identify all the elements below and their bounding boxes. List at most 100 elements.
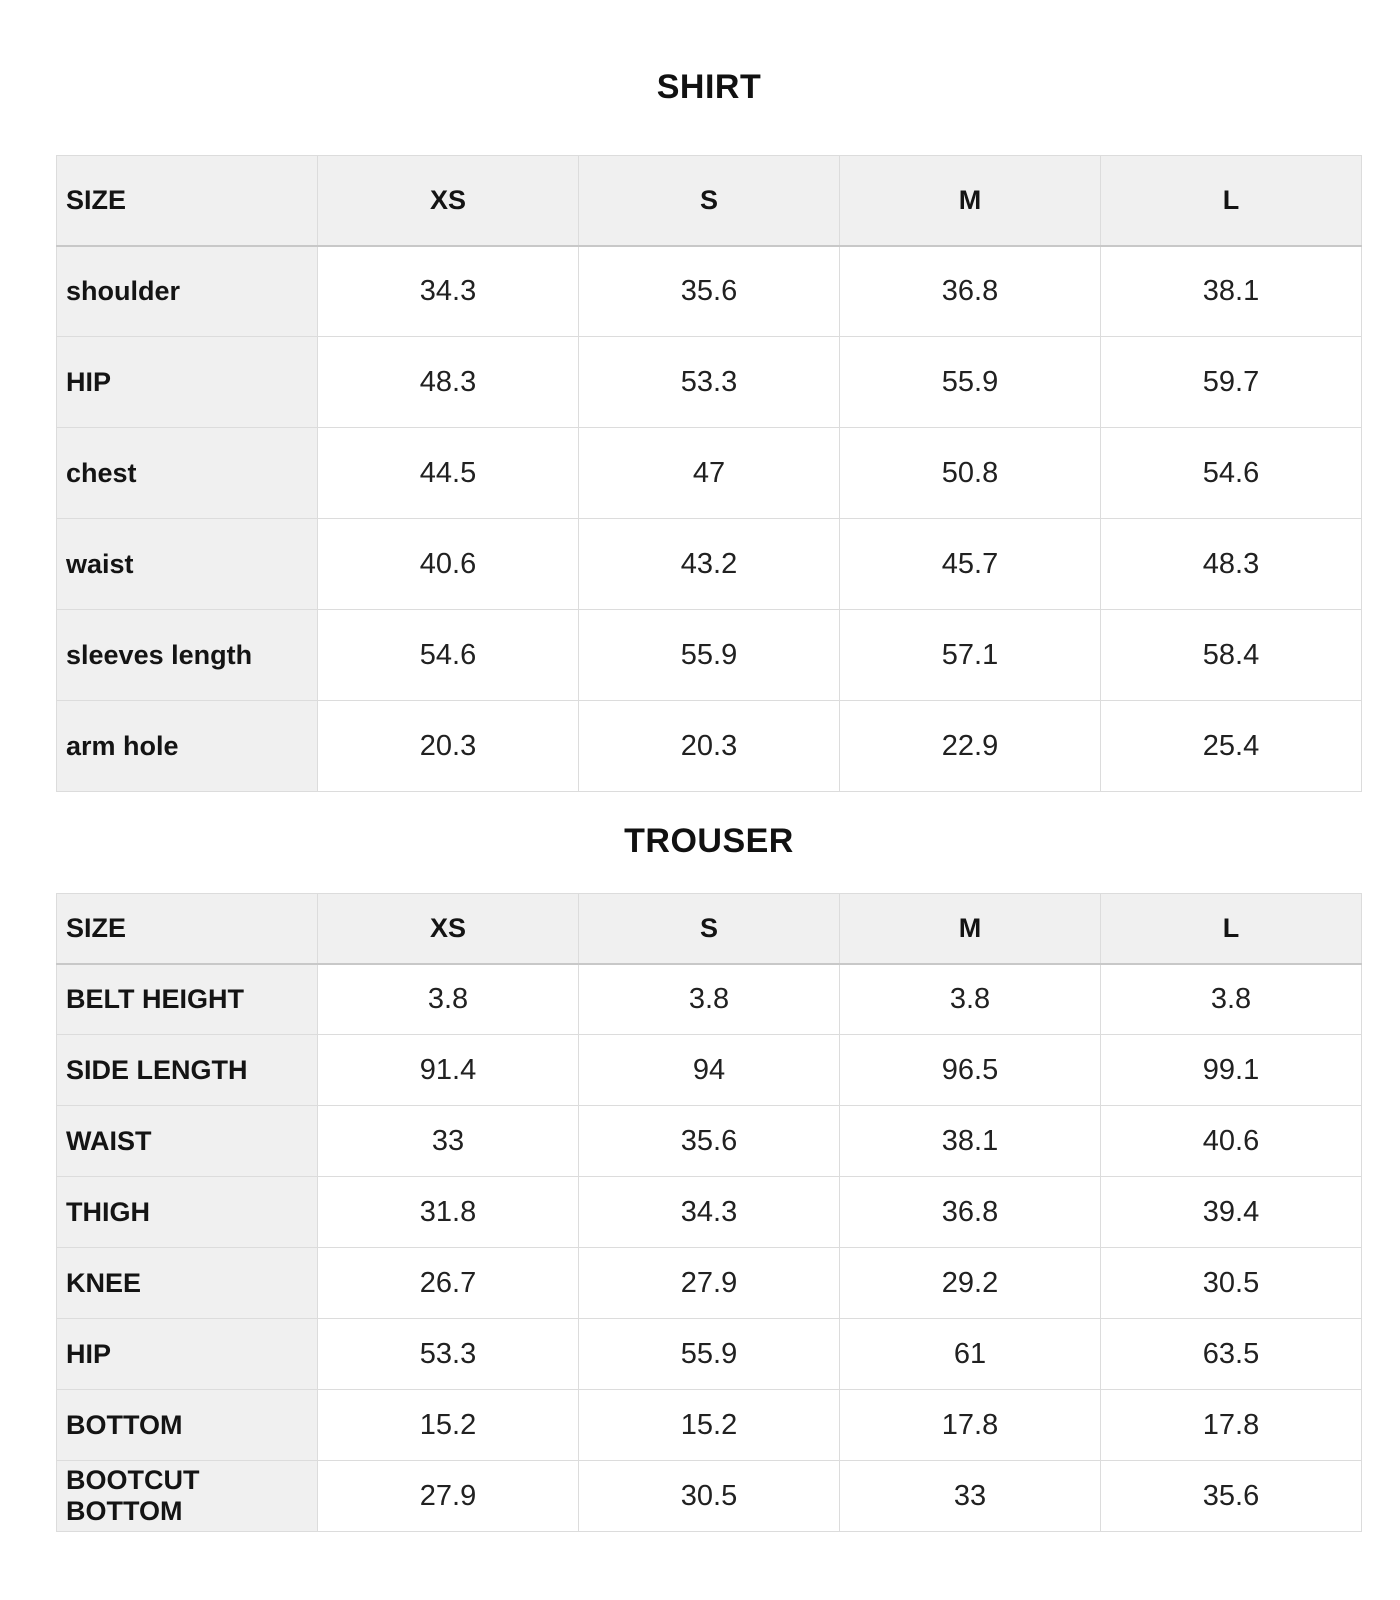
value-cell: 25.4 <box>1100 700 1362 792</box>
value-cell: 54.6 <box>1100 427 1362 519</box>
table-row: BELT HEIGHT 3.8 3.8 3.8 3.8 <box>56 963 1362 1035</box>
value-cell: 30.5 <box>1100 1247 1362 1319</box>
table-row: arm hole 20.3 20.3 22.9 25.4 <box>56 700 1362 792</box>
row-label-arm-hole: arm hole <box>56 700 318 792</box>
table-row: BOTTOM 15.2 15.2 17.8 17.8 <box>56 1389 1362 1461</box>
value-cell: 58.4 <box>1100 609 1362 701</box>
row-label-bootcut-bottom: BOOTCUT BOTTOM <box>56 1460 318 1532</box>
row-label-shoulder: shoulder <box>56 245 318 337</box>
shirt-column-header-m: M <box>839 155 1101 247</box>
trouser-column-header-xs: XS <box>317 893 579 965</box>
shirt-header-row: SIZE XS S M L <box>56 155 1362 247</box>
value-cell: 29.2 <box>839 1247 1101 1319</box>
value-cell: 34.3 <box>578 1176 840 1248</box>
row-label-sleeves-length: sleeves length <box>56 609 318 701</box>
value-cell: 22.9 <box>839 700 1101 792</box>
row-label-waist: WAIST <box>56 1105 318 1177</box>
value-cell: 59.7 <box>1100 336 1362 428</box>
value-cell: 96.5 <box>839 1034 1101 1106</box>
value-cell: 99.1 <box>1100 1034 1362 1106</box>
trouser-column-header-size: SIZE <box>56 893 318 965</box>
value-cell: 53.3 <box>578 336 840 428</box>
value-cell: 26.7 <box>317 1247 579 1319</box>
value-cell: 38.1 <box>839 1105 1101 1177</box>
value-cell: 35.6 <box>578 1105 840 1177</box>
value-cell: 54.6 <box>317 609 579 701</box>
trouser-column-header-l: L <box>1100 893 1362 965</box>
value-cell: 40.6 <box>317 518 579 610</box>
table-row: SIDE LENGTH 91.4 94 96.5 99.1 <box>56 1034 1362 1106</box>
value-cell: 20.3 <box>578 700 840 792</box>
value-cell: 31.8 <box>317 1176 579 1248</box>
value-cell: 3.8 <box>317 963 579 1035</box>
value-cell: 20.3 <box>317 700 579 792</box>
value-cell: 30.5 <box>578 1460 840 1532</box>
trouser-column-header-s: S <box>578 893 840 965</box>
row-label-belt-height: BELT HEIGHT <box>56 963 318 1035</box>
shirt-column-header-s: S <box>578 155 840 247</box>
value-cell: 45.7 <box>839 518 1101 610</box>
value-cell: 57.1 <box>839 609 1101 701</box>
table-row: sleeves length 54.6 55.9 57.1 58.4 <box>56 609 1362 701</box>
row-label-chest: chest <box>56 427 318 519</box>
value-cell: 40.6 <box>1100 1105 1362 1177</box>
table-row: BOOTCUT BOTTOM 27.9 30.5 33 35.6 <box>56 1460 1362 1532</box>
value-cell: 55.9 <box>578 609 840 701</box>
table-row: HIP 53.3 55.9 61 63.5 <box>56 1318 1362 1390</box>
value-cell: 61 <box>839 1318 1101 1390</box>
value-cell: 50.8 <box>839 427 1101 519</box>
value-cell: 35.6 <box>1100 1460 1362 1532</box>
value-cell: 15.2 <box>578 1389 840 1461</box>
value-cell: 44.5 <box>317 427 579 519</box>
shirt-size-table: SIZE XS S M L shoulder 34.3 35.6 36.8 38… <box>56 155 1362 792</box>
value-cell: 63.5 <box>1100 1318 1362 1390</box>
size-guide-sheet: SHIRT SIZE XS S M L shoulder 34.3 35.6 3… <box>56 0 1362 1532</box>
row-label-hip: HIP <box>56 1318 318 1390</box>
value-cell: 15.2 <box>317 1389 579 1461</box>
table-row: chest 44.5 47 50.8 54.6 <box>56 427 1362 519</box>
table-row: waist 40.6 43.2 45.7 48.3 <box>56 518 1362 610</box>
value-cell: 34.3 <box>317 245 579 337</box>
value-cell: 43.2 <box>578 518 840 610</box>
value-cell: 17.8 <box>839 1389 1101 1461</box>
table-row: HIP 48.3 53.3 55.9 59.7 <box>56 336 1362 428</box>
row-label-waist: waist <box>56 518 318 610</box>
shirt-table-title: SHIRT <box>656 68 762 106</box>
value-cell: 17.8 <box>1100 1389 1362 1461</box>
value-cell: 53.3 <box>317 1318 579 1390</box>
trouser-table-title: TROUSER <box>624 822 794 860</box>
value-cell: 3.8 <box>1100 963 1362 1035</box>
value-cell: 33 <box>839 1460 1101 1532</box>
shirt-column-header-size: SIZE <box>56 155 318 247</box>
value-cell: 55.9 <box>578 1318 840 1390</box>
row-label-knee: KNEE <box>56 1247 318 1319</box>
value-cell: 3.8 <box>839 963 1101 1035</box>
shirt-column-header-xs: XS <box>317 155 579 247</box>
value-cell: 33 <box>317 1105 579 1177</box>
value-cell: 39.4 <box>1100 1176 1362 1248</box>
value-cell: 48.3 <box>1100 518 1362 610</box>
row-label-hip: HIP <box>56 336 318 428</box>
table-row: shoulder 34.3 35.6 36.8 38.1 <box>56 245 1362 337</box>
value-cell: 94 <box>578 1034 840 1106</box>
value-cell: 35.6 <box>578 245 840 337</box>
value-cell: 48.3 <box>317 336 579 428</box>
value-cell: 91.4 <box>317 1034 579 1106</box>
value-cell: 47 <box>578 427 840 519</box>
value-cell: 3.8 <box>578 963 840 1035</box>
value-cell: 36.8 <box>839 245 1101 337</box>
trouser-column-header-m: M <box>839 893 1101 965</box>
value-cell: 38.1 <box>1100 245 1362 337</box>
row-label-thigh: THIGH <box>56 1176 318 1248</box>
table-row: THIGH 31.8 34.3 36.8 39.4 <box>56 1176 1362 1248</box>
value-cell: 36.8 <box>839 1176 1101 1248</box>
trouser-header-row: SIZE XS S M L <box>56 893 1362 965</box>
row-label-bottom: BOTTOM <box>56 1389 318 1461</box>
shirt-column-header-l: L <box>1100 155 1362 247</box>
value-cell: 55.9 <box>839 336 1101 428</box>
row-label-side-length: SIDE LENGTH <box>56 1034 318 1106</box>
trouser-size-table: SIZE XS S M L BELT HEIGHT 3.8 3.8 3.8 3.… <box>56 893 1362 1532</box>
table-row: WAIST 33 35.6 38.1 40.6 <box>56 1105 1362 1177</box>
value-cell: 27.9 <box>578 1247 840 1319</box>
